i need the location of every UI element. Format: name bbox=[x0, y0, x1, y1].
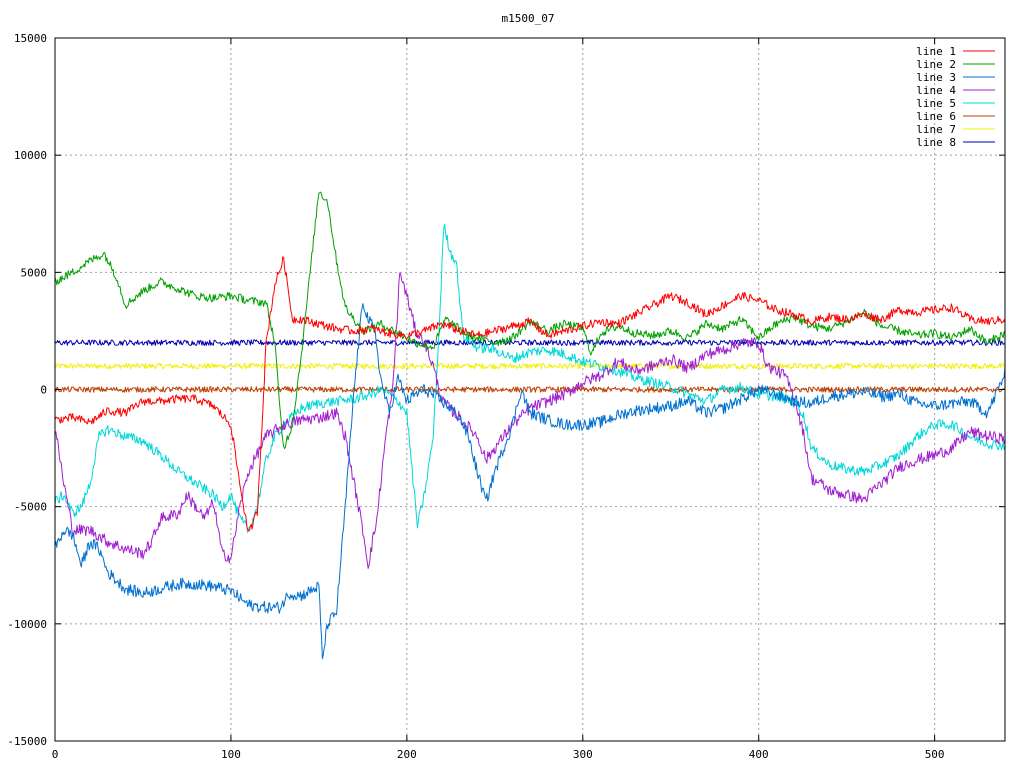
series-layer bbox=[54, 191, 1006, 660]
legend-label-line-2: line 2 bbox=[916, 58, 956, 71]
legend-label-line-8: line 8 bbox=[916, 136, 956, 149]
x-tick-label: 0 bbox=[52, 748, 59, 761]
y-tick-label: 0 bbox=[40, 384, 47, 397]
legend-label-line-6: line 6 bbox=[916, 110, 956, 123]
axis-ticks: 0 100 200 300 400 500 -15000 -10000 -5000 0 5000 10… bbox=[7, 32, 1005, 761]
y-tick-label: -15000 bbox=[7, 735, 47, 748]
x-tick-label: 300 bbox=[573, 748, 593, 761]
y-tick-label: 5000 bbox=[21, 266, 48, 279]
series-line-2 bbox=[54, 191, 1006, 449]
x-tick-label: 200 bbox=[397, 748, 417, 761]
series-line-7 bbox=[54, 362, 1006, 370]
legend-label-line-4: line 4 bbox=[916, 84, 956, 97]
legend-label-line-7: line 7 bbox=[916, 123, 956, 136]
chart-title: m1500_07 bbox=[502, 12, 555, 25]
series-line-4 bbox=[55, 272, 1006, 569]
legend-label-line-3: line 3 bbox=[916, 71, 956, 84]
y-tick-label: -10000 bbox=[7, 618, 47, 631]
series-line-3 bbox=[54, 303, 1006, 660]
series-line-5 bbox=[54, 223, 1006, 533]
y-tick-label: 10000 bbox=[14, 149, 47, 162]
series-line-8 bbox=[54, 339, 1006, 346]
x-tick-label: 500 bbox=[925, 748, 945, 761]
series-line-1 bbox=[54, 256, 1006, 532]
y-tick-label: -5000 bbox=[14, 501, 47, 514]
x-tick-label: 400 bbox=[749, 748, 769, 761]
y-tick-label: 15000 bbox=[14, 32, 47, 45]
legend-label-line-5: line 5 bbox=[916, 97, 956, 110]
x-tick-label: 100 bbox=[221, 748, 241, 761]
series-line-6 bbox=[54, 386, 1006, 393]
legend-label-line-1: line 1 bbox=[916, 45, 956, 58]
